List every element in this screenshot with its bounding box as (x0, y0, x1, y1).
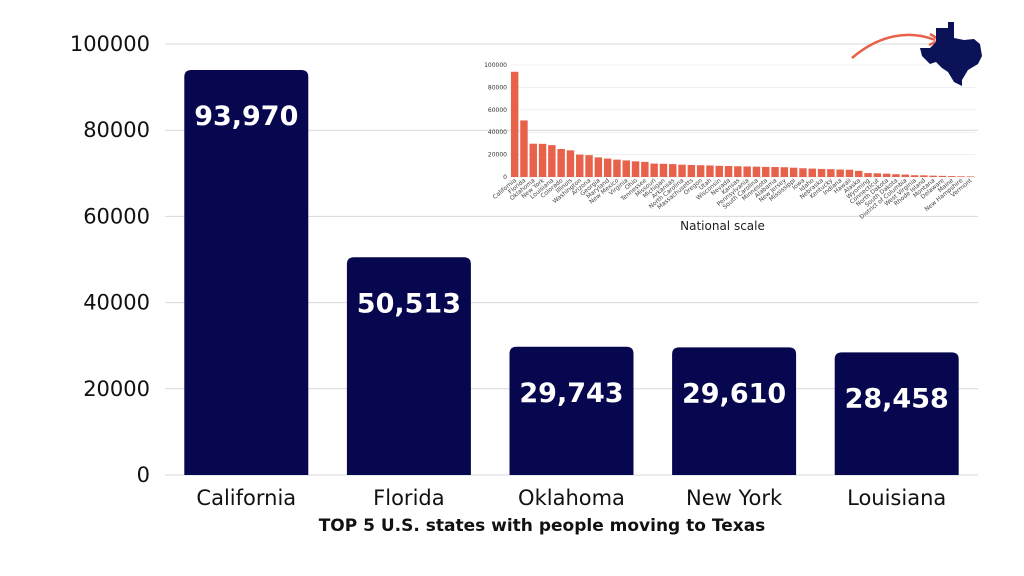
inset-bar (603, 158, 612, 177)
inset-bar (585, 155, 593, 177)
inset-bar (836, 169, 844, 177)
y-tick-label: 80000 (83, 118, 150, 142)
inset-bar (892, 174, 900, 177)
inset-bar (538, 143, 547, 177)
inset-bar (910, 175, 919, 177)
inset-bar (901, 174, 909, 177)
bar-value-label: 29,610 (682, 378, 786, 409)
inset-bar (780, 167, 789, 177)
inset-bar (873, 173, 882, 177)
inset-y-tick-label: 60000 (488, 107, 507, 114)
x-tick-label: Florida (373, 486, 444, 510)
inset-bar (957, 176, 965, 177)
inset-bar (715, 165, 723, 177)
chart-caption: TOP 5 U.S. states with people moving to … (318, 516, 766, 536)
inset-bar (771, 167, 779, 177)
inset-bar (743, 166, 751, 177)
inset-bar (576, 154, 584, 177)
inset-y-tick-label: 80000 (488, 84, 507, 91)
bar-florida (346, 257, 471, 475)
y-tick-label: 20000 (83, 377, 150, 401)
inset-bar (808, 168, 816, 177)
y-tick-label: 100000 (70, 32, 150, 56)
inset-bar (938, 175, 947, 177)
inset-bar (799, 168, 807, 177)
inset-bar (687, 165, 696, 177)
inset-national-chart: 020000400006000080000100000CaliforniaFlo… (484, 62, 975, 233)
main-bar-chart: 0 20000 40000 60000 80000 100000 93,970 Califor… (70, 32, 978, 510)
bar-new-york (672, 347, 797, 475)
inset-bar (706, 165, 714, 177)
inset-bar (734, 166, 742, 177)
inset-bar (622, 160, 630, 177)
inset-bar (752, 166, 761, 177)
inset-bar (966, 176, 975, 177)
inset-bar (827, 169, 835, 177)
inset-bar (845, 169, 854, 177)
inset-x-axis-title: National scale (680, 219, 765, 233)
inset-bar (520, 120, 528, 177)
inset-bar (641, 161, 649, 177)
inset-bar (529, 143, 537, 177)
inset-y-tick-label: 100000 (484, 62, 507, 69)
bar-oklahoma (509, 346, 634, 475)
x-tick-label: California (196, 486, 296, 510)
inset-bar (566, 150, 575, 177)
inset-bar (920, 175, 928, 177)
inset-bar (882, 173, 891, 177)
inset-bar (557, 149, 565, 177)
x-tick-label: New York (686, 486, 783, 510)
inset-bar (855, 170, 863, 177)
inset-y-tick-label: 0 (503, 174, 507, 181)
inset-bar (817, 168, 826, 177)
inset-bar (948, 176, 956, 177)
inset-y-tick-label: 40000 (488, 129, 507, 136)
texas-map-icon (851, 22, 982, 86)
inset-bar (669, 164, 677, 177)
inset-bar (548, 145, 556, 177)
x-tick-label: Oklahoma (518, 486, 625, 510)
inset-bar (659, 163, 668, 177)
inset-bar (929, 175, 937, 177)
inset-bar (613, 159, 621, 177)
inset-bar (789, 167, 798, 177)
inset-bar (762, 166, 770, 177)
inset-bar (724, 166, 733, 177)
inset-bar (510, 71, 519, 177)
inset-bar (696, 165, 705, 177)
bar-value-label: 29,743 (519, 378, 623, 409)
x-tick-label: Louisiana (847, 486, 946, 510)
y-tick-label: 0 (137, 463, 150, 487)
curved-arrow-icon (851, 33, 936, 59)
bar-value-label: 93,970 (194, 101, 298, 132)
inset-bar (678, 164, 686, 177)
inset-bar (594, 157, 603, 177)
inset-bar (864, 173, 872, 177)
inset-y-tick-label: 20000 (488, 152, 507, 159)
bar-value-label: 28,458 (845, 383, 949, 414)
bar-value-label: 50,513 (357, 288, 461, 319)
inset-bar (650, 163, 658, 177)
y-tick-label: 40000 (83, 291, 150, 315)
bar-california (184, 69, 309, 475)
inset-bar (631, 161, 640, 177)
y-tick-label: 60000 (83, 204, 150, 228)
bar-louisiana (834, 352, 959, 475)
